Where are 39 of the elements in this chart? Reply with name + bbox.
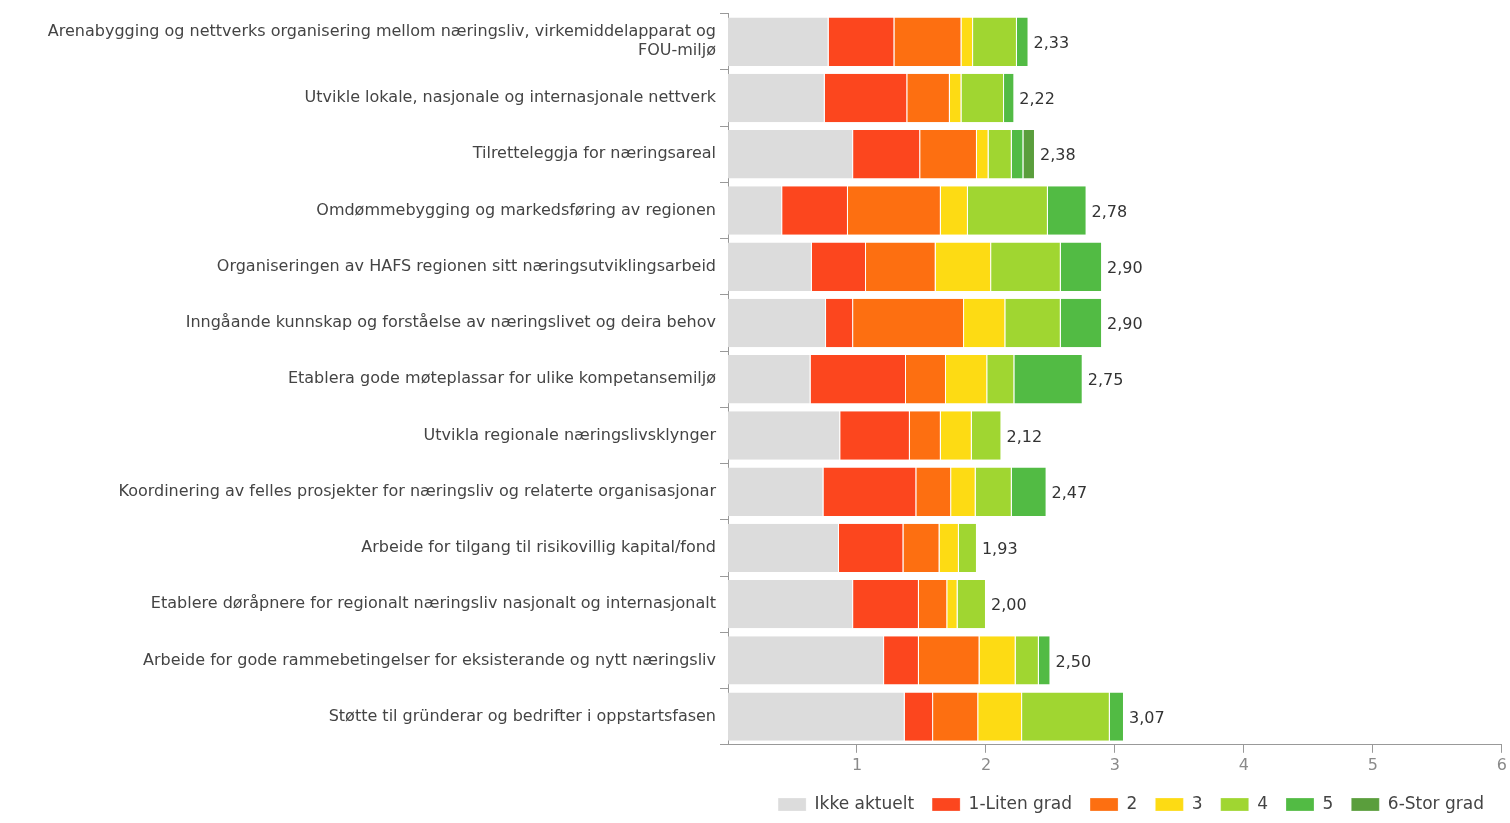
- legend-label: 5: [1322, 792, 1334, 813]
- y-tick-label: Utvikla regionale næringslivsklynger: [423, 424, 717, 444]
- y-tick-label: Koordinering av felles prosjekter for næringsliv og relaterte organisasjonar: [118, 480, 717, 500]
- total-label: 2,50: [1055, 651, 1092, 671]
- legend-label: 1-Liten grad: [968, 792, 1073, 813]
- y-tick-label: Arbeide for tilgang til risikovillig kapital/fond: [361, 537, 716, 557]
- legend-label: 4: [1257, 792, 1269, 813]
- total-label: 2,90: [1107, 257, 1143, 277]
- y-tick-label: Etablera gode møteplassar for ulike kompetansemiljø: [287, 368, 717, 388]
- y-tick-label: Organiseringen av HAFS regionen sitt næringsutviklingsarbeid: [216, 255, 716, 275]
- x-tick-label: 4: [1238, 754, 1250, 774]
- total-label: 2,38: [1039, 145, 1076, 165]
- total-label: 2,33: [1033, 32, 1070, 52]
- total-label: 2,12: [1006, 426, 1043, 446]
- legend-label: 3: [1191, 792, 1203, 813]
- y-tick-label: Tilretteleggja for næringsareal: [471, 143, 716, 163]
- total-label: 2,22: [1019, 89, 1055, 109]
- y-tick-label: Arenabygging og nettverks organisering mellom næringsliv, virkemiddelapparat og FOU-miljø: [47, 21, 717, 60]
- total-label: 2,47: [1051, 482, 1088, 502]
- x-tick-label: 5: [1367, 754, 1379, 774]
- y-tick-label: Inngåande kunnskap og forståelse av næringslivet og deira behov: [185, 312, 716, 332]
- total-label: 2,00: [990, 595, 1027, 615]
- x-tick-label: 6: [1496, 754, 1507, 774]
- total-label: 2,78: [1091, 201, 1128, 221]
- total-label: 1,93: [981, 539, 1018, 559]
- x-tick-label: 2: [980, 754, 992, 774]
- y-tick-label: Etablere døråpnere for regionalt næringsliv nasjonalt og internasjonalt: [150, 593, 716, 613]
- total-label: 3,07: [1128, 707, 1165, 727]
- legend-label: 2: [1126, 792, 1138, 813]
- total-label: 2,90: [1107, 314, 1143, 334]
- x-tick-label: 3: [1109, 754, 1121, 774]
- legend-label: Ikke aktuelt: [814, 792, 915, 813]
- y-tick-label: Støtte til gründerar og bedrifter i oppstartsfasen: [328, 705, 716, 725]
- x-tick-label: 1: [851, 754, 863, 774]
- y-tick-label: Omdømmebygging og markedsføring av regionen: [316, 199, 716, 219]
- y-tick-label: Utvikle lokale, nasjonale og internasjonale nettverk: [304, 87, 717, 107]
- y-tick-label: Arbeide for gode rammebetingelser for eksisterande og nytt næringsliv: [143, 649, 716, 669]
- total-label: 2,75: [1087, 370, 1124, 390]
- legend-label: 6-Stor grad: [1387, 792, 1485, 813]
